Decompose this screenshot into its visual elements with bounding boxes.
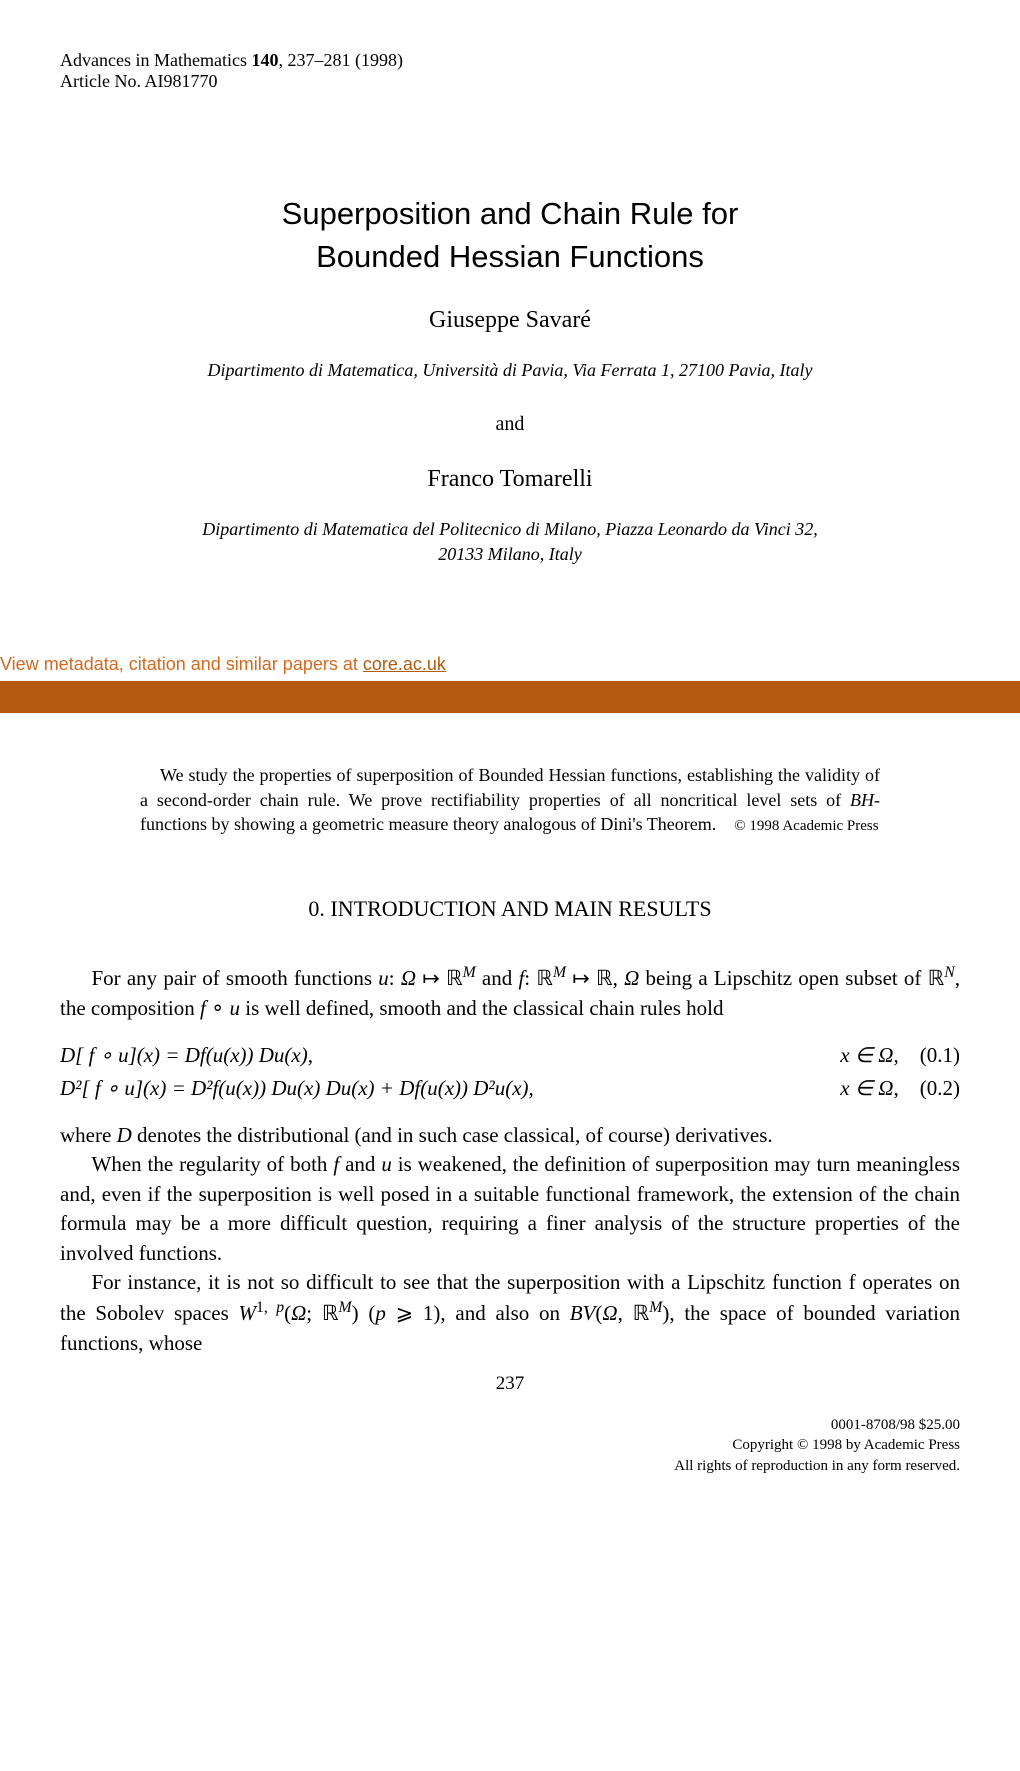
title-line-2: Bounded Hessian Functions (316, 239, 704, 274)
banner-text-row: View metadata, citation and similar pape… (0, 652, 1020, 681)
paragraph-4: For instance, it is not so difficult to … (60, 1268, 960, 1358)
eq1-rhs: x ∈ Ω, (0.1) (810, 1043, 960, 1068)
banner-bar (0, 681, 1020, 713)
eq1-num: (0.1) (920, 1043, 960, 1067)
paragraph-1: For any pair of smooth functions u: Ω ↦ … (60, 962, 960, 1023)
para4-b: , and also on (440, 1301, 569, 1325)
footer-copyright-1: Copyright © 1998 by Academic Press (732, 1437, 960, 1453)
core-banner: View metadata, citation and similar pape… (0, 652, 1020, 713)
equation-block: D[ f ∘ u](x) = Df(u(x)) Du(x), x ∈ Ω, (0… (60, 1043, 960, 1101)
paragraph-3: When the regularity of both f and u is w… (60, 1150, 960, 1268)
equation-0-2: D²[ f ∘ u](x) = D²f(u(x)) Du(x) Du(x) + … (60, 1076, 960, 1101)
abstract-copyright: © 1998 Academic Press (734, 818, 878, 834)
eq2-rhs: x ∈ Ω, (0.2) (810, 1076, 960, 1101)
page-number: 237 (60, 1373, 960, 1395)
author-separator: and (60, 413, 960, 436)
para1-b: being a Lipschitz open subset of (639, 966, 927, 990)
affiliation-2-line-2: 20133 Milano, Italy (438, 544, 581, 564)
affiliation-2: Dipartimento di Matematica del Politecni… (60, 517, 960, 567)
eq1-lhs: D[ f ∘ u](x) = Df(u(x)) Du(x), (60, 1043, 810, 1068)
eq2-num: (0.2) (920, 1076, 960, 1100)
footer-issn: 0001-8708/98 $25.00 (831, 1417, 960, 1433)
equation-0-1: D[ f ∘ u](x) = Df(u(x)) Du(x), x ∈ Ω, (0… (60, 1043, 960, 1068)
body-text: For any pair of smooth functions u: Ω ↦ … (60, 962, 960, 1023)
page-footer: 0001-8708/98 $25.00 Copyright © 1998 by … (60, 1415, 960, 1476)
author-1: Giuseppe Savaré (60, 307, 960, 334)
core-link[interactable]: core.ac.uk (363, 654, 446, 674)
eq1-cond: x ∈ Ω, (840, 1043, 899, 1067)
paper-title: Superposition and Chain Rule for Bounded… (60, 192, 960, 279)
para1-a: For any pair of smooth functions (92, 966, 379, 990)
para1-d: is well defined, smooth and the classica… (240, 996, 723, 1020)
journal-header: Advances in Mathematics 140, 237–281 (19… (60, 50, 960, 92)
affiliation-2-line-1: Dipartimento di Matematica del Politecni… (202, 519, 817, 539)
title-line-1: Superposition and Chain Rule for (282, 196, 739, 231)
body-text-2: where D denotes the distributional (and … (60, 1121, 960, 1358)
abstract: We study the properties of superposition… (140, 763, 880, 836)
eq2-lhs: D²[ f ∘ u](x) = D²f(u(x)) Du(x) Du(x) + … (60, 1076, 810, 1101)
affiliation-1: Dipartimento di Matematica, Università d… (60, 358, 960, 383)
journal-volume: 140 (251, 50, 278, 70)
journal-name: Advances in Mathematics (60, 50, 247, 70)
journal-pages: 237–281 (1998) (287, 50, 403, 70)
paragraph-2: where D denotes the distributional (and … (60, 1121, 960, 1150)
eq2-cond: x ∈ Ω, (840, 1076, 899, 1100)
banner-prefix: View metadata, citation and similar pape… (0, 654, 363, 674)
author-2: Franco Tomarelli (60, 466, 960, 493)
footer-copyright-2: All rights of reproduction in any form r… (674, 1458, 960, 1474)
section-heading: 0. INTRODUCTION AND MAIN RESULTS (60, 896, 960, 922)
article-number: Article No. AI981770 (60, 71, 217, 91)
